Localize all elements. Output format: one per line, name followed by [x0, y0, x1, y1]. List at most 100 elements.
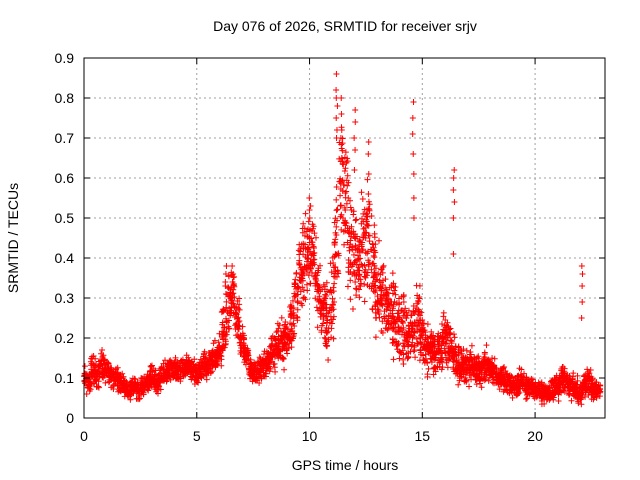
data-point: [530, 382, 537, 389]
data-point: [378, 327, 385, 334]
data-point: [245, 347, 252, 354]
data-point: [399, 318, 406, 325]
data-point: [306, 195, 313, 201]
data-point: [466, 351, 473, 358]
data-point: [346, 197, 353, 204]
data-point: [578, 315, 585, 321]
data-point: [282, 318, 289, 325]
data-point: [147, 363, 154, 370]
data-point: [523, 395, 530, 402]
data-point: [379, 301, 386, 308]
data-point: [144, 385, 151, 392]
data-point: [309, 241, 316, 248]
data-point: [281, 366, 288, 373]
data-point: [509, 394, 516, 401]
data-point: [299, 277, 306, 284]
data-point: [222, 283, 229, 289]
data-point: [373, 276, 380, 283]
data-point: [352, 279, 359, 286]
data-point: [300, 220, 307, 227]
data-point: [339, 147, 346, 154]
data-point: [408, 328, 415, 335]
data-point: [586, 377, 593, 384]
data-point: [561, 369, 568, 376]
data-point: [365, 171, 372, 177]
data-point: [483, 342, 490, 349]
data-point: [214, 355, 221, 362]
data-point: [205, 358, 212, 365]
data-point: [323, 343, 330, 350]
data-point: [207, 366, 214, 373]
data-point: [330, 313, 337, 320]
data-point: [323, 288, 330, 295]
data-point: [478, 384, 485, 391]
data-point: [151, 379, 158, 386]
data-point: [526, 378, 533, 385]
data-point: [578, 401, 585, 408]
data-point: [410, 99, 417, 105]
data-point: [296, 261, 303, 268]
data-point: [548, 383, 555, 390]
data-point: [290, 315, 297, 322]
data-point: [205, 364, 212, 371]
data-point: [307, 203, 314, 210]
data-point: [115, 382, 122, 389]
data-point: [334, 217, 341, 224]
data-point: [334, 206, 341, 213]
data-point: [319, 301, 326, 308]
data-point: [95, 378, 102, 385]
data-point: [236, 306, 243, 313]
data-point: [250, 371, 257, 378]
data-point: [364, 282, 371, 289]
data-point: [451, 167, 458, 173]
data-point: [347, 296, 354, 303]
data-point: [376, 284, 383, 291]
data-point: [463, 347, 470, 354]
data-point: [346, 247, 353, 254]
data-point: [138, 379, 145, 386]
data-point: [292, 276, 299, 283]
data-point: [102, 379, 109, 386]
data-point: [359, 247, 366, 254]
data-point: [403, 335, 410, 342]
data-point: [331, 253, 338, 260]
data-point: [209, 347, 216, 354]
data-point: [293, 270, 300, 277]
data-point: [485, 361, 492, 368]
data-point: [337, 185, 344, 192]
data-point: [271, 335, 278, 342]
data-point: [481, 349, 488, 356]
data-point: [451, 199, 458, 205]
data-point: [324, 328, 331, 335]
data-point: [318, 322, 325, 329]
data-point: [347, 277, 354, 284]
data-point: [538, 397, 545, 404]
data-point: [229, 263, 236, 269]
data-point: [337, 202, 344, 209]
data-point: [344, 283, 351, 290]
data-point: [372, 249, 379, 256]
data-point: [378, 266, 385, 273]
data-point: [318, 329, 325, 336]
data-point: [440, 313, 447, 320]
data-point: [309, 250, 316, 257]
data-point: [304, 269, 311, 276]
data-point: [431, 365, 438, 372]
data-point: [200, 351, 207, 358]
data-point: [569, 375, 576, 382]
data-point: [134, 388, 141, 395]
data-point: [179, 360, 186, 367]
data-point: [301, 225, 308, 232]
y-tick-label: 0.1: [55, 370, 75, 386]
data-point: [225, 285, 232, 292]
data-point: [351, 135, 358, 141]
data-point: [491, 355, 498, 362]
data-point: [304, 255, 311, 262]
data-point: [409, 334, 416, 341]
data-point: [334, 103, 341, 109]
data-point: [414, 340, 421, 347]
data-point: [296, 277, 303, 284]
data-point: [313, 234, 320, 241]
data-point: [417, 347, 424, 354]
data-point: [417, 334, 424, 341]
